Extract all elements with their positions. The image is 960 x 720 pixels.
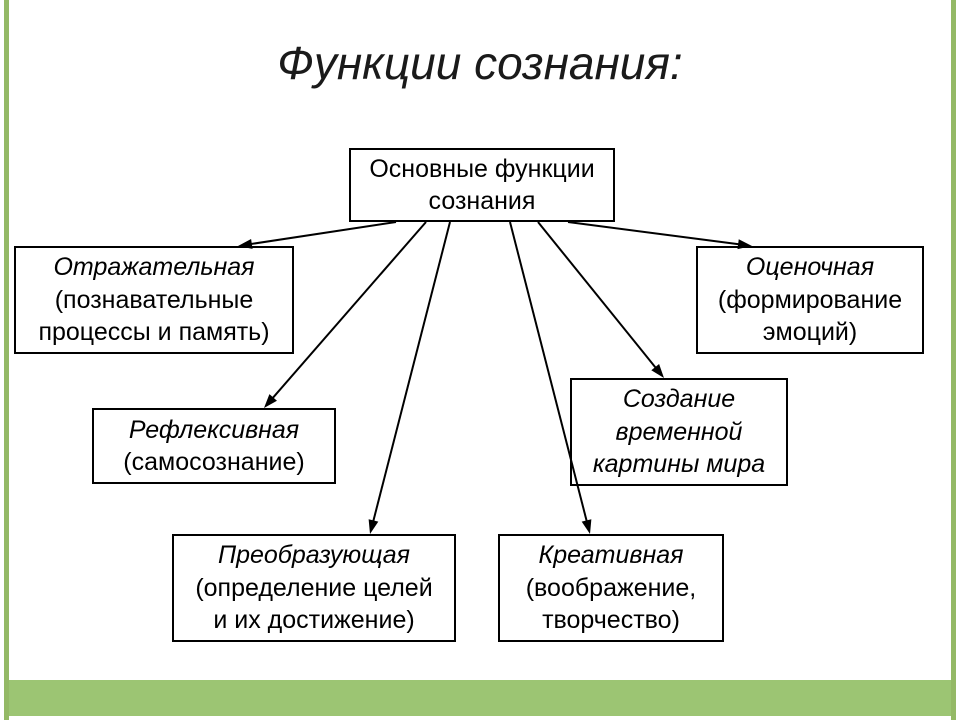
node-label: Рефлексивная (самосознание)	[123, 414, 304, 479]
root-label: Основные функции сознания	[369, 153, 594, 218]
node-label: Преобразующая (определение целей и их до…	[195, 539, 432, 637]
diagram-node-creative: Креативная (воображение, творчество)	[498, 534, 724, 642]
diagram-node-reflective: Отражательная (познавательные процессы и…	[14, 246, 294, 354]
diagram-arrows	[0, 0, 960, 720]
node-label: Отражательная (познавательные процессы и…	[38, 251, 269, 349]
diagram-root-node: Основные функции сознания	[349, 148, 615, 222]
node-label: Создание временной картины мира	[593, 383, 765, 481]
diagram-node-reflexive: Рефлексивная (самосознание)	[92, 408, 336, 484]
bottom-band	[9, 680, 951, 716]
node-label: Креативная (воображение, творчество)	[526, 539, 697, 637]
diagram-node-transforming: Преобразующая (определение целей и их до…	[172, 534, 456, 642]
frame-right	[951, 0, 956, 720]
node-label: Оценочная (формирование эмоций)	[718, 251, 902, 349]
frame-left	[4, 0, 9, 720]
page-title: Функции сознания:	[0, 36, 960, 90]
diagram-node-evaluative: Оценочная (формирование эмоций)	[696, 246, 924, 354]
diagram-node-temporal: Создание временной картины мира	[570, 378, 788, 486]
